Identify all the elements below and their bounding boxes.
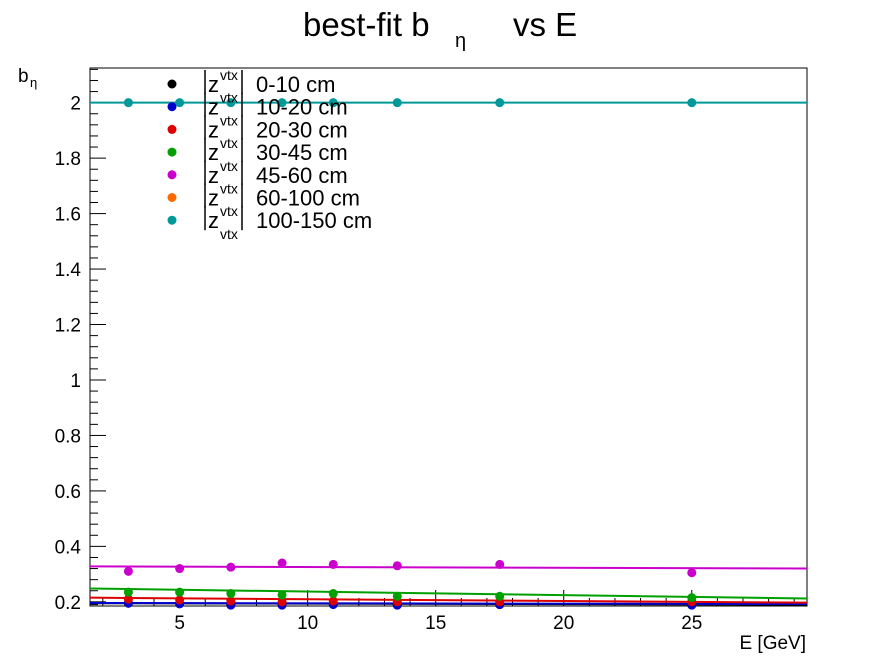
legend-z: z <box>208 163 219 188</box>
data-point <box>226 589 236 599</box>
legend-marker <box>167 147 177 157</box>
legend-superscript: vtx <box>220 203 238 219</box>
data-point <box>277 590 287 600</box>
fit-line <box>89 601 808 606</box>
data-point <box>226 562 236 572</box>
legend-entry: z vtx 45-60 cm <box>167 158 348 188</box>
data-point <box>328 98 338 108</box>
y-tick-label: 1 <box>70 371 81 392</box>
data-point <box>123 566 133 576</box>
x-tick-label: 20 <box>553 613 574 634</box>
data-point <box>495 559 505 569</box>
y-axis-ticks: 0.2 0.4 0.6 0.8 1 1.2 1.4 1.6 1.8 2 <box>55 68 106 614</box>
chart-title-subscript: η <box>455 30 466 52</box>
data-point <box>687 98 697 108</box>
data-point <box>175 587 185 597</box>
legend-label: 45-60 cm <box>256 163 348 188</box>
x-tick-label: 10 <box>297 613 318 634</box>
legend-z: z <box>208 95 219 120</box>
data-point <box>175 564 185 574</box>
plot-frame <box>89 67 808 607</box>
data-point <box>328 559 338 569</box>
legend-marker <box>167 193 177 202</box>
legend-label: 30-45 cm <box>256 140 348 165</box>
legend-z: z <box>208 186 219 211</box>
fit-line <box>89 596 808 604</box>
data-point <box>687 568 697 578</box>
chart-title: best-fit b η vs E <box>303 6 577 52</box>
legend-marker <box>167 102 177 112</box>
legend-superscript: vtx <box>220 158 238 174</box>
legend-superscript: vtx <box>220 181 238 197</box>
chart-title-main: best-fit b <box>303 6 430 43</box>
fit-line <box>89 587 808 600</box>
legend-superscript: vtx <box>220 135 238 151</box>
y-tick-label: 1.8 <box>55 149 81 170</box>
data-point <box>392 98 402 108</box>
data-point <box>277 558 287 568</box>
legend: z vtx 0-10 cmz vtx 10-20 cmz vtx 20-30 cmz vtx 3… <box>167 67 372 242</box>
data-point <box>687 593 697 603</box>
y-axis-title-subscript: η <box>30 75 37 90</box>
y-axis-title: b η <box>18 66 37 90</box>
data-point <box>277 98 287 108</box>
data-point <box>123 587 133 597</box>
x-tick-label: 5 <box>174 613 185 634</box>
data-point <box>175 98 185 108</box>
legend-subscript: vtx <box>220 226 238 242</box>
y-tick-label: 1.4 <box>55 260 82 281</box>
legend-marker <box>167 215 177 225</box>
legend-entry: z vtx 0-10 cm <box>167 67 335 97</box>
y-axis-title-main: b <box>18 66 29 87</box>
legend-z: z <box>208 72 219 97</box>
y-tick-label: 0.4 <box>55 537 82 558</box>
fit-lines <box>89 101 808 606</box>
legend-superscript: vtx <box>220 67 238 83</box>
legend-z: z <box>208 140 219 165</box>
data-point <box>277 597 287 607</box>
data-point <box>175 595 185 605</box>
data-point <box>392 561 402 571</box>
data-point <box>328 596 338 606</box>
data-point <box>328 589 338 599</box>
legend-z: z <box>208 117 219 142</box>
legend-label: 100-150 cm <box>256 208 372 233</box>
x-tick-label: 25 <box>681 613 702 634</box>
legend-z: z <box>208 208 219 233</box>
legend-superscript: vtx <box>220 90 238 106</box>
y-tick-label: 0.2 <box>55 593 81 614</box>
chart-title-suffix: vs E <box>513 6 577 43</box>
data-point <box>123 594 133 604</box>
data-point <box>226 98 236 108</box>
legend-superscript: vtx <box>220 112 238 128</box>
legend-marker <box>167 170 177 180</box>
legend-label: 20-30 cm <box>256 117 348 142</box>
legend-entry: z vtx 10-20 cm <box>167 90 348 120</box>
fit-line <box>89 565 808 570</box>
data-points <box>123 98 697 610</box>
y-tick-label: 2 <box>70 94 81 115</box>
legend-marker <box>167 79 177 89</box>
legend-marker <box>167 124 177 134</box>
data-point <box>495 98 505 108</box>
x-axis-ticks: 5 10 15 20 25 <box>102 590 795 634</box>
legend-label: 0-10 cm <box>256 72 335 97</box>
data-point <box>392 591 402 601</box>
data-point <box>226 596 236 606</box>
y-tick-label: 1.2 <box>55 316 81 337</box>
y-tick-label: 0.6 <box>55 482 81 503</box>
legend-entry: z vtx 60-100 cm <box>167 181 360 211</box>
legend-label: 10-20 cm <box>256 95 348 120</box>
legend-entry: z vtx vtx 100-150 cm <box>167 203 372 242</box>
data-point <box>495 591 505 601</box>
y-tick-label: 1.6 <box>55 205 81 226</box>
legend-entry: z vtx 20-30 cm <box>167 112 348 142</box>
y-tick-label: 0.8 <box>55 426 81 447</box>
legend-label: 60-100 cm <box>256 186 360 211</box>
data-point <box>123 98 133 108</box>
legend-entry: z vtx 30-45 cm <box>167 135 348 165</box>
x-tick-label: 15 <box>425 613 446 634</box>
x-axis-title: E [GeV] <box>739 633 806 654</box>
